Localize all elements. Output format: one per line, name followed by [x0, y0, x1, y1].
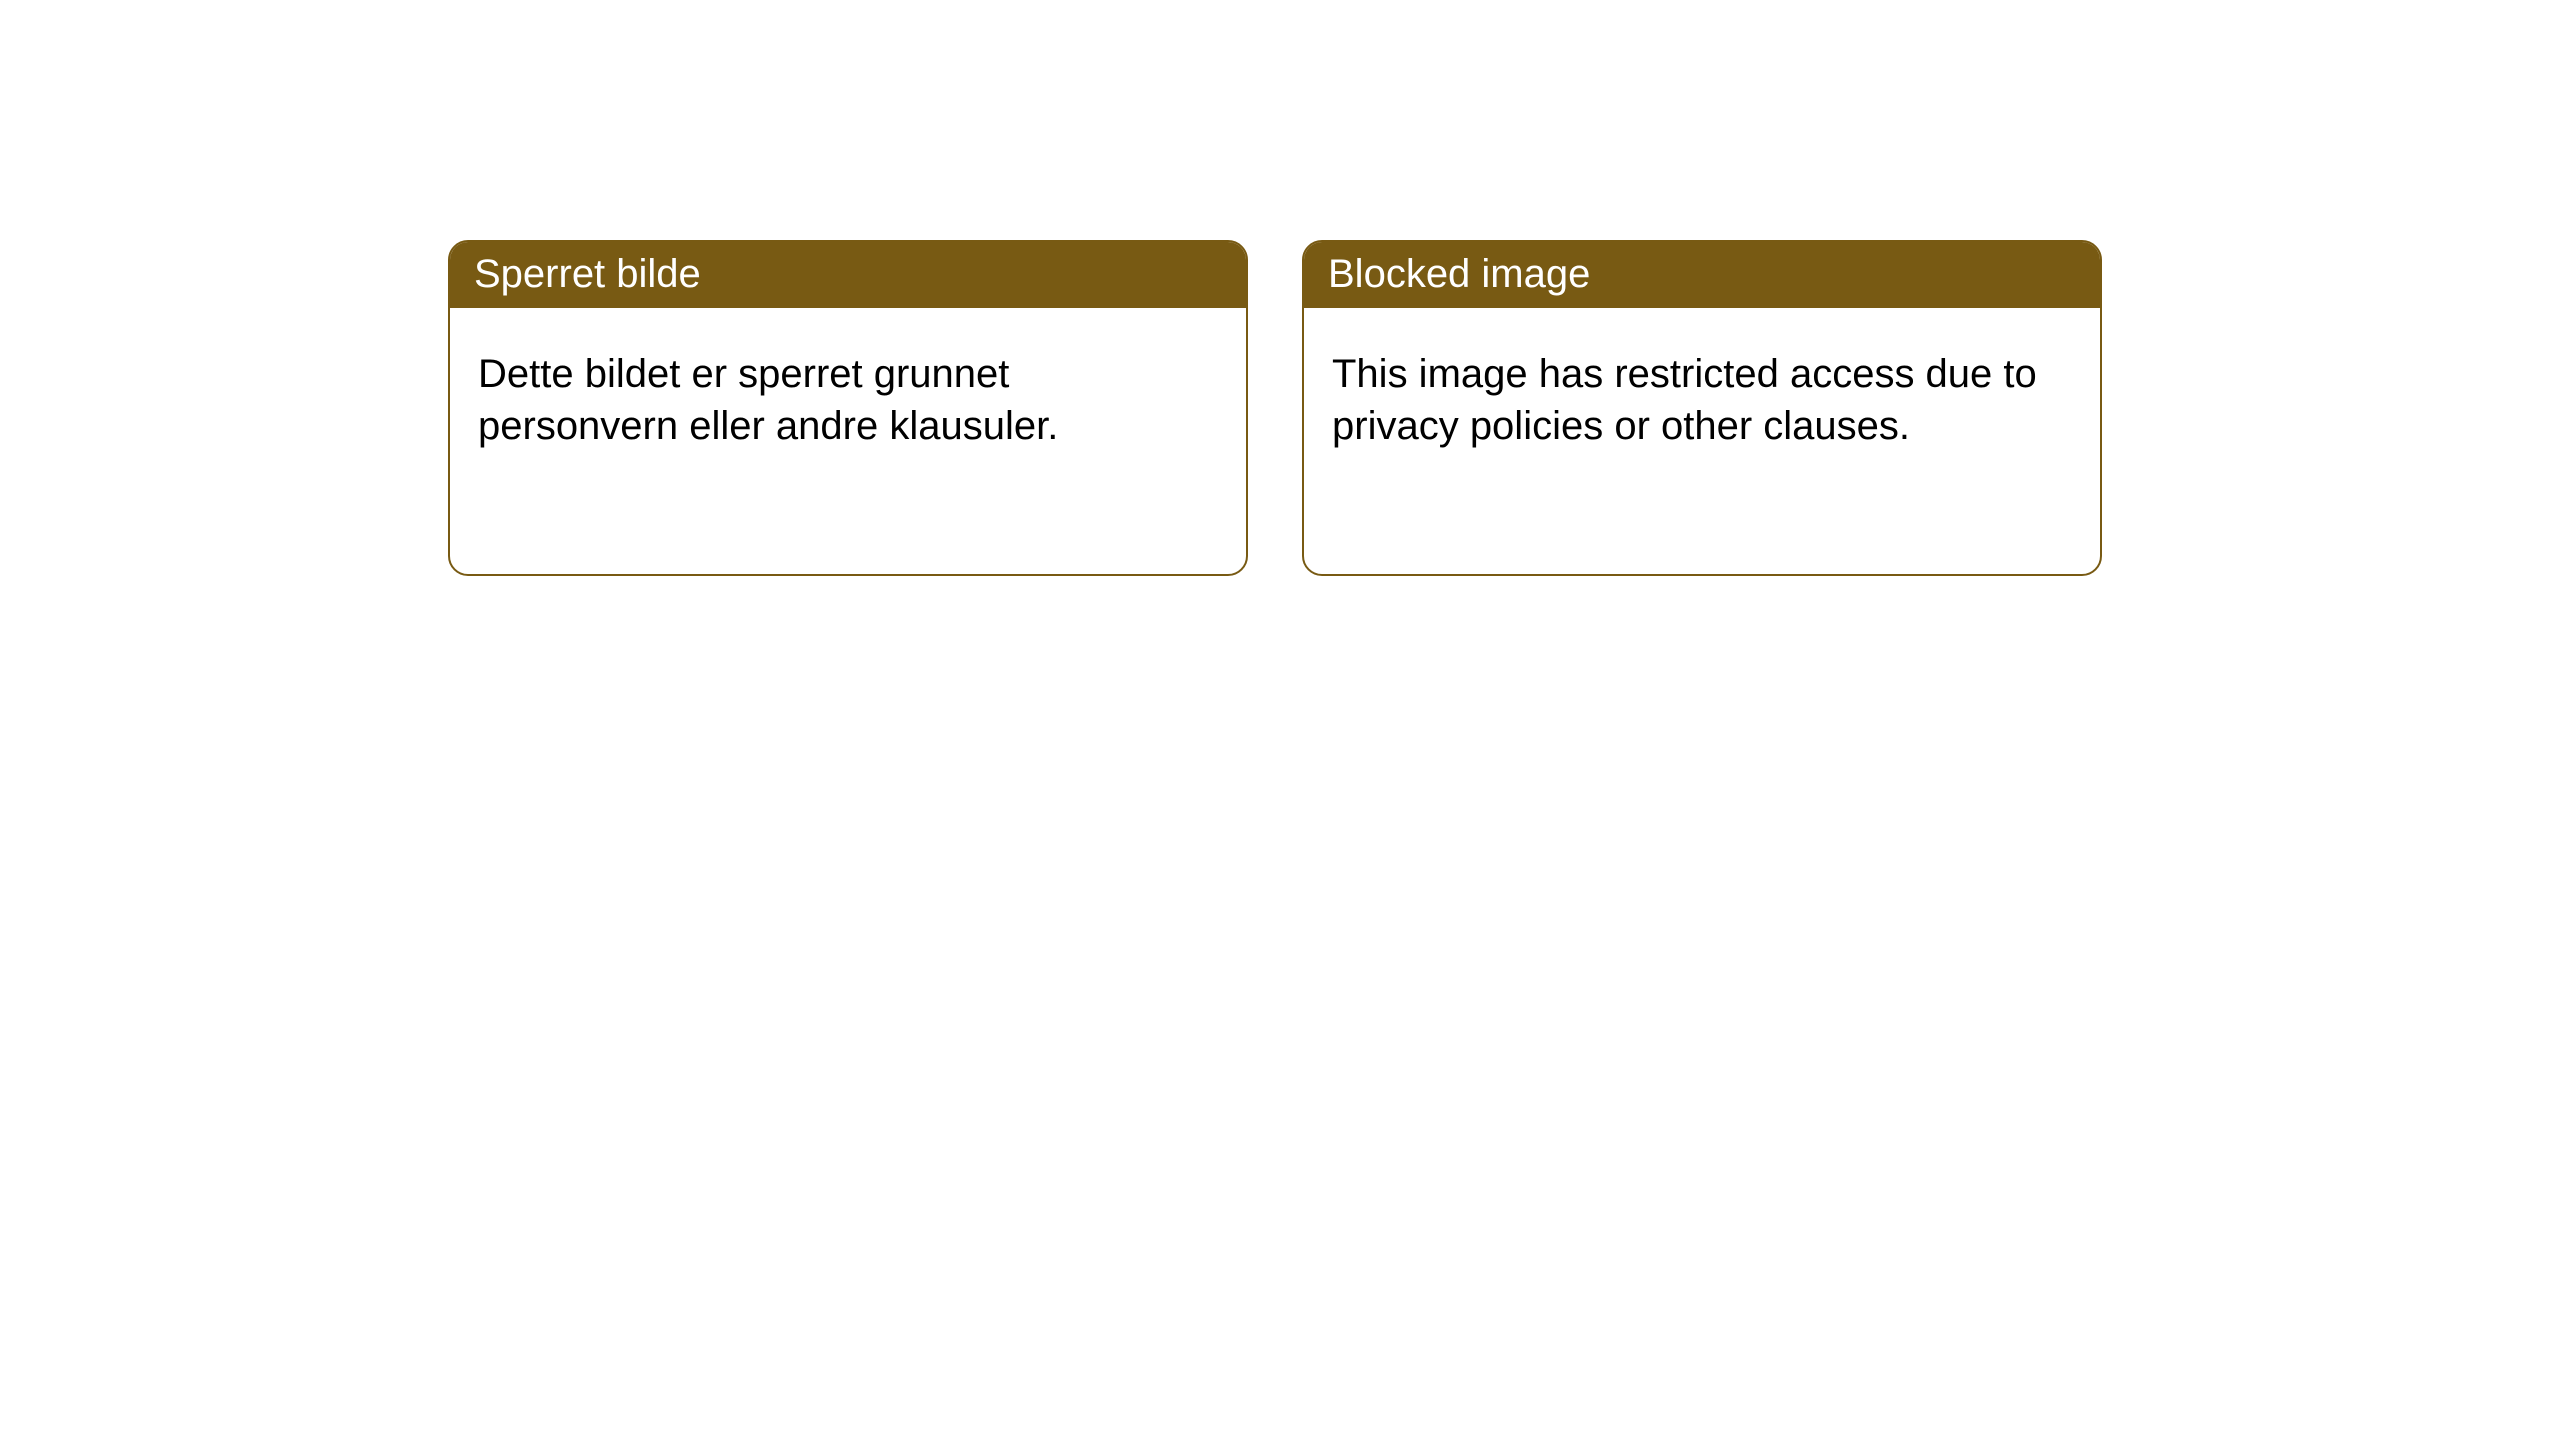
card-body-no: Dette bildet er sperret grunnet personve…	[450, 308, 1246, 492]
blocked-image-card-en: Blocked image This image has restricted …	[1302, 240, 2102, 576]
card-header-no: Sperret bilde	[450, 242, 1246, 308]
cards-container: Sperret bilde Dette bildet er sperret gr…	[0, 0, 2560, 576]
card-header-en: Blocked image	[1304, 242, 2100, 308]
card-body-en: This image has restricted access due to …	[1304, 308, 2100, 492]
blocked-image-card-no: Sperret bilde Dette bildet er sperret gr…	[448, 240, 1248, 576]
